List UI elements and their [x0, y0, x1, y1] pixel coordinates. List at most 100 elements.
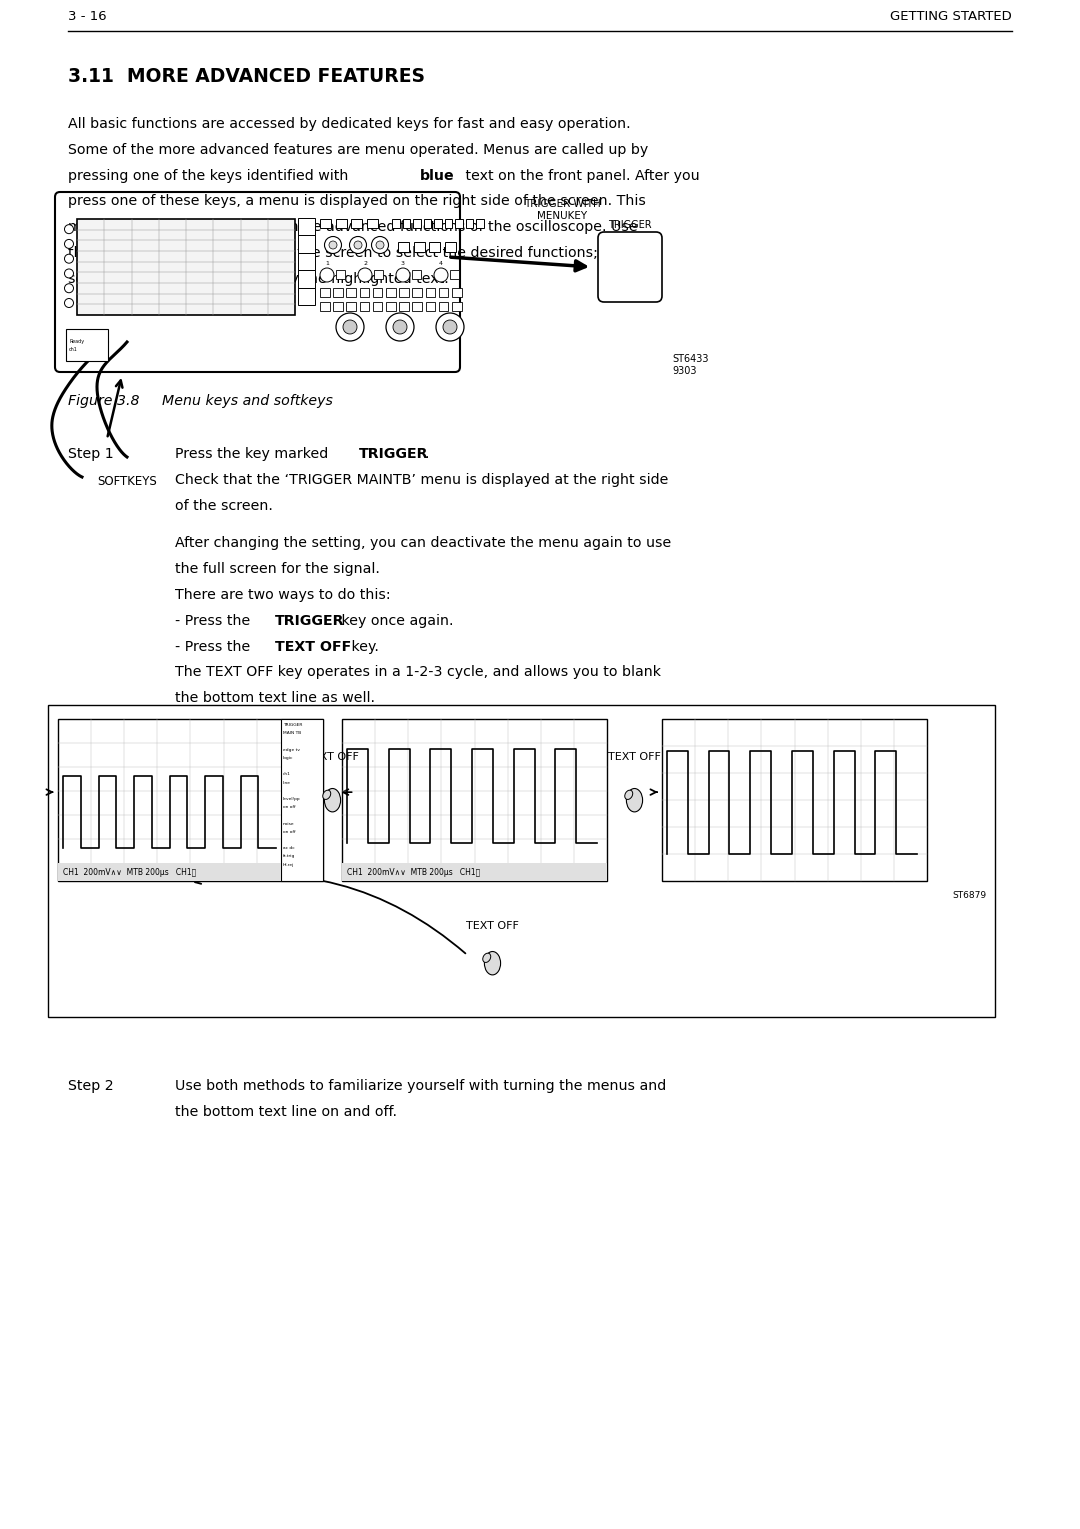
Circle shape: [376, 242, 384, 249]
Circle shape: [350, 237, 366, 254]
Text: on off: on off: [283, 806, 296, 809]
Text: GETTING STARTED: GETTING STARTED: [890, 11, 1012, 23]
Text: ST6879: ST6879: [951, 891, 986, 901]
Bar: [347, 289, 356, 297]
Text: menu gives you access to the more advanced functions of the oscilloscope. Use: menu gives you access to the more advanc…: [68, 220, 637, 234]
Ellipse shape: [626, 789, 643, 812]
Text: Step 2: Step 2: [68, 1079, 113, 1093]
Text: text on the front panel. After you: text on the front panel. After you: [461, 168, 700, 182]
Bar: [77, 219, 295, 315]
Text: ch1: ch1: [283, 772, 291, 777]
Text: .: .: [426, 446, 430, 462]
Bar: [476, 220, 484, 228]
Bar: [347, 303, 356, 310]
Bar: [411, 271, 421, 278]
Text: TRIGGER: TRIGGER: [608, 220, 652, 229]
Text: on off: on off: [283, 830, 296, 833]
Bar: [386, 289, 395, 297]
Circle shape: [65, 269, 73, 278]
Text: the bottom text line on and off.: the bottom text line on and off.: [175, 1105, 397, 1119]
Bar: [373, 303, 382, 310]
Text: the blue softkeys to the right of the screen to select the desired functions; th: the blue softkeys to the right of the sc…: [68, 246, 625, 260]
Text: logic: logic: [283, 755, 294, 760]
Bar: [400, 303, 408, 310]
Circle shape: [372, 237, 389, 254]
Circle shape: [354, 242, 362, 249]
Circle shape: [436, 313, 464, 341]
Text: 2: 2: [363, 261, 367, 266]
Bar: [400, 289, 408, 297]
Text: selected function is indicated by the highlighted text.: selected function is indicated by the hi…: [68, 272, 449, 286]
Bar: [334, 303, 342, 310]
Bar: [342, 864, 607, 881]
Bar: [445, 220, 453, 228]
Bar: [298, 271, 315, 287]
Bar: [386, 303, 395, 310]
Bar: [374, 271, 383, 278]
Bar: [351, 220, 362, 228]
Text: Figure 3.8     Menu keys and softkeys: Figure 3.8 Menu keys and softkeys: [68, 394, 333, 408]
Bar: [298, 235, 315, 252]
Bar: [298, 217, 315, 235]
Text: noise: noise: [283, 821, 295, 826]
Bar: [320, 303, 329, 310]
Text: The TEXT OFF key operates in a 1-2-3 cycle, and allows you to blank: The TEXT OFF key operates in a 1-2-3 cyc…: [175, 665, 661, 679]
Bar: [423, 220, 431, 228]
Text: TRIGGER: TRIGGER: [359, 446, 429, 462]
Bar: [336, 220, 347, 228]
Text: edge tv: edge tv: [283, 748, 300, 752]
Text: MAIN TB: MAIN TB: [283, 731, 301, 735]
Text: Step 1: Step 1: [68, 446, 113, 462]
Bar: [58, 864, 281, 881]
FancyBboxPatch shape: [598, 232, 662, 303]
Text: pressing one of the keys identified with: pressing one of the keys identified with: [68, 168, 353, 182]
Circle shape: [65, 298, 73, 307]
Text: key.: key.: [347, 639, 379, 653]
Bar: [453, 303, 461, 310]
Bar: [434, 220, 442, 228]
Circle shape: [343, 320, 357, 333]
Bar: [453, 289, 461, 297]
Bar: [392, 220, 400, 228]
Text: 3: 3: [401, 261, 405, 266]
Text: line: line: [283, 781, 291, 784]
Circle shape: [65, 225, 73, 234]
Bar: [334, 289, 342, 297]
Bar: [445, 242, 456, 252]
Circle shape: [443, 320, 457, 333]
Bar: [399, 242, 409, 252]
Circle shape: [65, 240, 73, 248]
Bar: [58, 719, 323, 881]
Text: There are two ways to do this:: There are two ways to do this:: [175, 589, 391, 602]
Bar: [413, 289, 422, 297]
Text: All basic functions are accessed by dedicated keys for fast and easy operation.: All basic functions are accessed by dedi…: [68, 118, 631, 131]
Ellipse shape: [485, 951, 501, 976]
Bar: [281, 719, 323, 881]
Text: ST6433
9303: ST6433 9303: [672, 355, 708, 376]
Circle shape: [320, 268, 334, 281]
Ellipse shape: [324, 789, 340, 812]
Text: CH1  200mV∧∨  MTB 200μs   CH1⍿: CH1 200mV∧∨ MTB 200μs CH1⍿: [347, 867, 481, 876]
Text: TEXT OFF: TEXT OFF: [306, 752, 359, 761]
Text: 4: 4: [438, 261, 443, 266]
Text: - Press the: - Press the: [175, 639, 255, 653]
Circle shape: [393, 320, 407, 333]
Text: of the screen.: of the screen.: [175, 498, 273, 512]
Text: key once again.: key once again.: [337, 613, 454, 628]
Text: blue: blue: [420, 168, 455, 182]
Circle shape: [329, 242, 337, 249]
Text: the full screen for the signal.: the full screen for the signal.: [175, 563, 380, 576]
Circle shape: [65, 254, 73, 263]
Bar: [336, 271, 345, 278]
Circle shape: [386, 313, 414, 341]
Bar: [320, 220, 330, 228]
Ellipse shape: [624, 790, 633, 800]
Bar: [413, 220, 420, 228]
Bar: [414, 242, 424, 252]
Bar: [455, 220, 462, 228]
Text: TEXT OFF: TEXT OFF: [608, 752, 661, 761]
Bar: [403, 220, 410, 228]
Text: level/pp: level/pp: [283, 797, 300, 801]
Bar: [465, 220, 473, 228]
Text: fr-trig: fr-trig: [283, 855, 295, 858]
